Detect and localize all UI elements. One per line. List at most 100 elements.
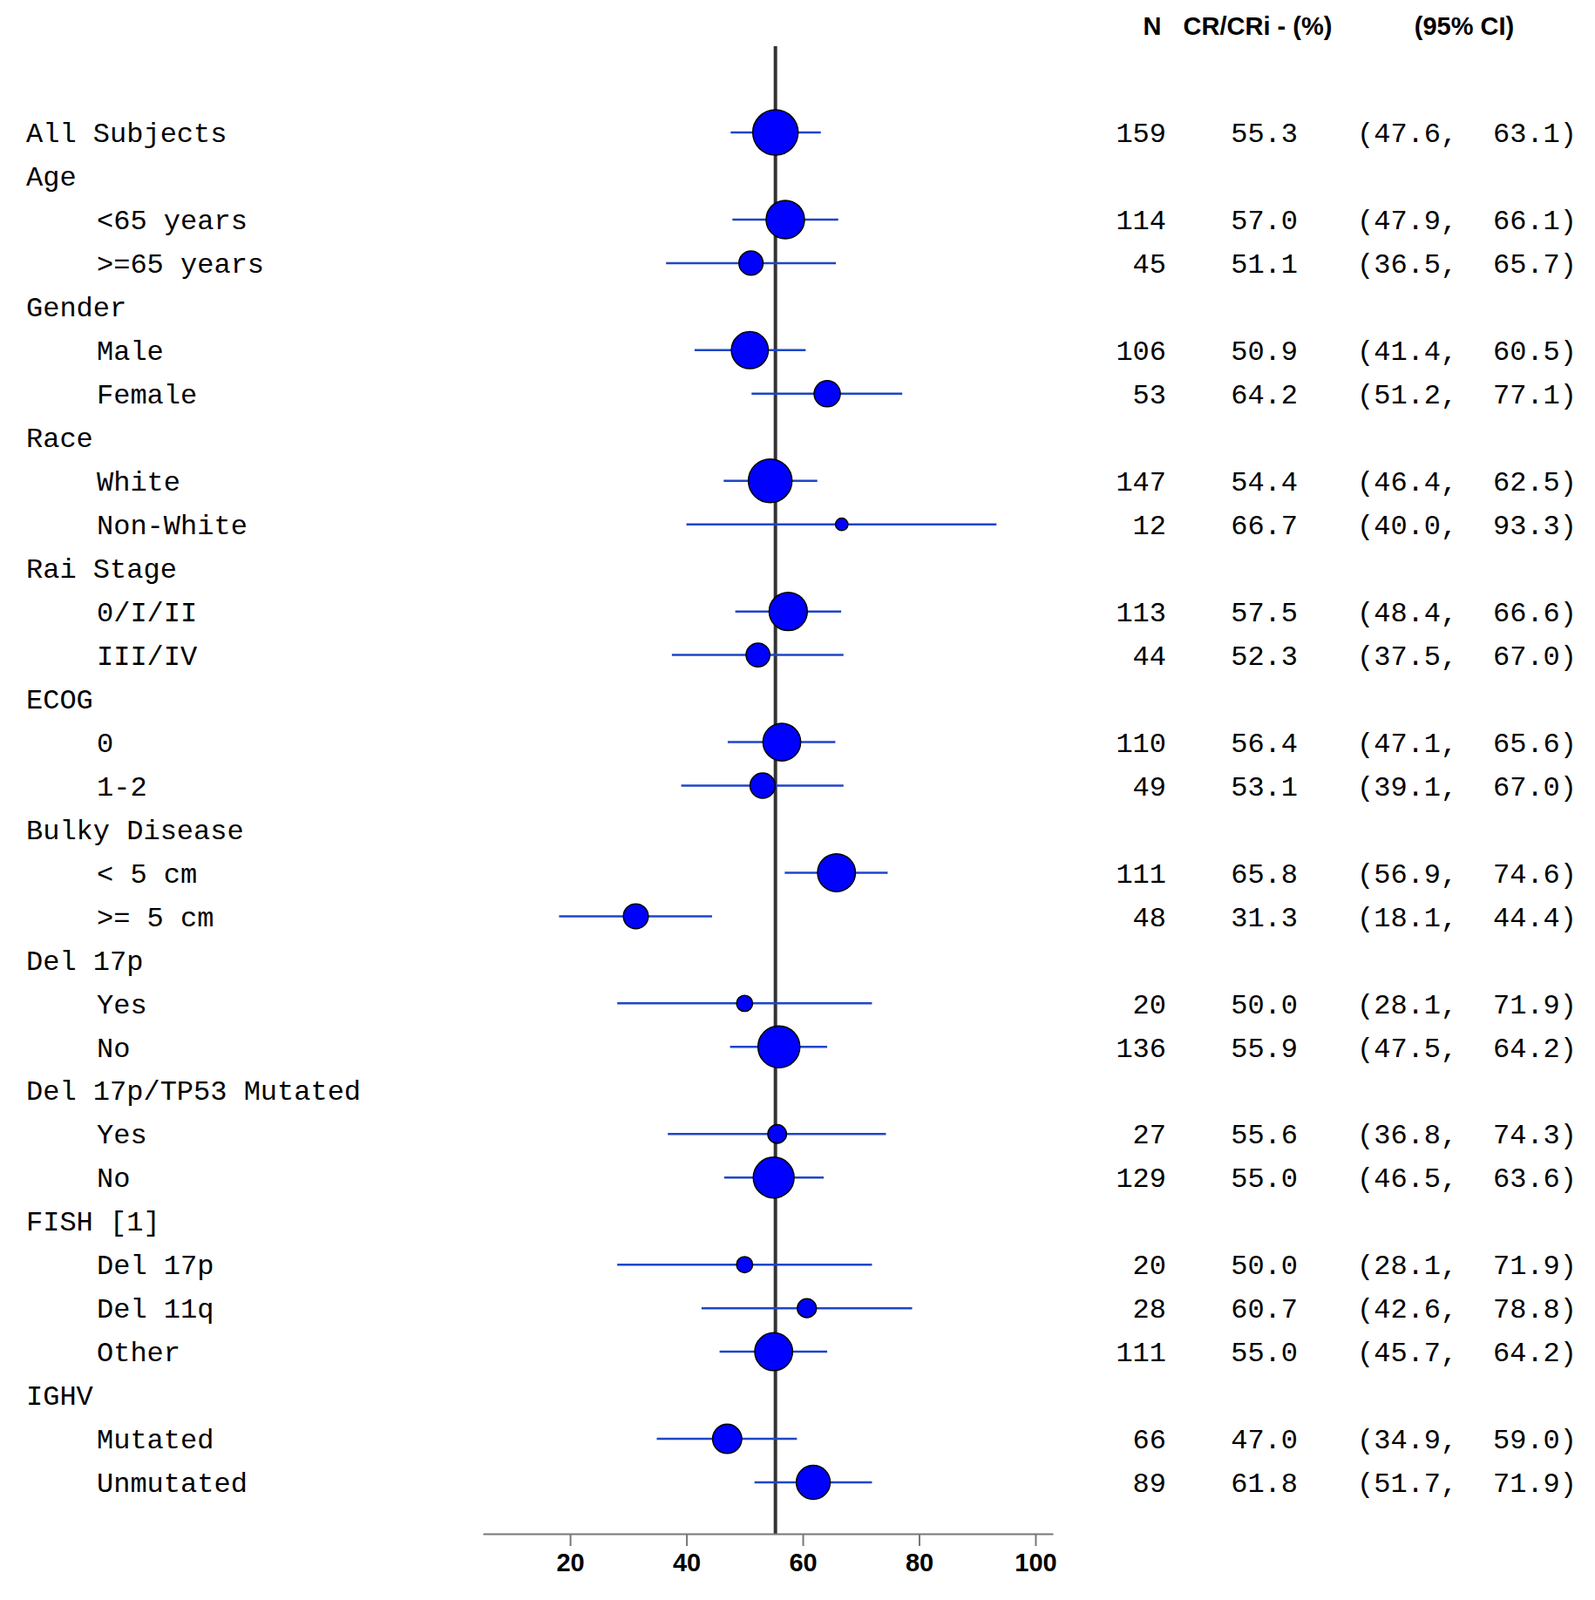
rate-value: 53.1 [1230,772,1298,805]
ci-low-value: (28.1, [1357,990,1458,1023]
point-estimate [767,1125,787,1144]
rate-value: 52.3 [1230,641,1298,674]
rate-value: 66.7 [1230,510,1298,543]
n-value: 113 [1115,597,1167,631]
group-label: Age [26,162,77,195]
ci-low-value: (40.0, [1357,510,1458,543]
rate-value: 47.0 [1230,1425,1298,1458]
rate-value: 50.0 [1230,1250,1298,1283]
n-value: 27 [1133,1119,1167,1153]
point-estimate [736,1256,753,1273]
row-label: Male [96,336,164,369]
n-value: 53 [1133,380,1167,413]
point-estimate [753,1157,795,1199]
ci-low-value: (46.4, [1357,467,1458,500]
n-value: 44 [1133,641,1167,674]
point-estimate [758,1025,801,1068]
ci-low-value: (47.9, [1357,205,1458,238]
n-value: 106 [1115,336,1167,369]
n-value: 89 [1133,1468,1167,1501]
rate-value: 55.6 [1230,1119,1298,1153]
tick: 80 [905,1533,934,1577]
point-estimate [753,109,799,156]
row-label: 0 [96,728,114,761]
rate-value: 55.0 [1230,1163,1298,1196]
point-estimate [748,459,793,503]
point-estimate [736,995,753,1012]
ci-high-value: 63.1) [1493,118,1577,151]
tick-mark [802,1533,805,1547]
n-value: 66 [1133,1425,1167,1458]
n-value: 147 [1115,467,1167,500]
point-estimate [754,1332,793,1371]
ci-high-value: 71.9) [1493,1250,1577,1283]
n-value: 45 [1133,249,1167,282]
ci-high-value: 74.3) [1493,1119,1577,1153]
forest-plot: NCR/CRi - (%)(95% CI)All SubjectsAge<65 … [0,0,1595,1600]
row-label: < 5 cm [96,859,197,892]
point-estimate [739,251,764,276]
group-label: Rai Stage [26,554,177,587]
ci-low-value: (39.1, [1357,772,1458,805]
ci-low-value: (46.5, [1357,1163,1458,1196]
point-estimate [797,1298,817,1318]
rate-value: 60.7 [1230,1294,1298,1327]
n-value: 110 [1115,728,1167,761]
row-label: Del 17p [96,1250,214,1283]
point-estimate [814,380,841,408]
n-value: 49 [1133,772,1167,805]
rate-value: 57.0 [1230,205,1298,238]
ci-low-value: (47.6, [1357,118,1458,151]
ci-low-value: (48.4, [1357,597,1458,631]
ci-high-value: 65.6) [1493,728,1577,761]
ci-high-value: 67.0) [1493,772,1577,805]
tick-mark [685,1533,688,1547]
tick-label: 20 [556,1548,584,1577]
row-label: Yes [96,990,148,1023]
rate-value: 55.3 [1230,118,1298,151]
group-label: ECOG [26,685,94,718]
ci-low-value: (51.2, [1357,380,1458,413]
row-labels: All SubjectsAge<65 years>=65 yearsGender… [26,118,361,1501]
ci-high-value: 62.5) [1493,467,1577,500]
tick: 40 [672,1533,701,1577]
ci-low-value: (47.1, [1357,728,1458,761]
n-value: 111 [1115,859,1167,892]
column-header: (95% CI) [1414,12,1514,41]
row-label: >= 5 cm [96,902,214,936]
row-label: Del 11q [96,1294,214,1327]
n-value: 129 [1115,1163,1167,1196]
tick-mark [918,1533,921,1547]
ci-low-value: (42.6, [1357,1294,1458,1327]
tick-label: 60 [788,1548,817,1577]
ci-high-value: 44.4) [1493,902,1577,936]
point-estimate [623,903,649,930]
tick-mark [1034,1533,1037,1547]
ci-high-value: 64.2) [1493,1033,1577,1066]
ci-low-value: (36.5, [1357,249,1458,282]
column-header: N [1143,12,1162,41]
axis-line [483,1533,1054,1536]
rate-value: 56.4 [1230,728,1298,761]
ci-high-value: 66.1) [1493,205,1577,238]
value-columns: 15955.3(47.6,63.1)11457.0(47.9,66.1)4551… [1115,118,1577,1501]
point-estimate [796,1466,831,1500]
ci-high-value: 64.2) [1493,1337,1577,1371]
tick-mark [570,1533,572,1547]
row-label: All Subjects [26,118,227,151]
point-estimate [768,592,808,632]
ci-low-value: (56.9, [1357,859,1458,892]
rate-value: 54.4 [1230,467,1298,500]
marks [558,46,997,1534]
rate-value: 55.0 [1230,1337,1298,1371]
x-axis: 20406080100 [483,1533,1058,1577]
ci-high-value: 71.9) [1493,1468,1577,1501]
row-label: III/IV [96,641,198,674]
row-label: >=65 years [96,249,265,282]
ci-low-value: (41.4, [1357,336,1458,369]
row-label: No [96,1033,130,1066]
point-estimate [712,1424,743,1454]
rate-value: 50.9 [1230,336,1298,369]
n-value: 48 [1133,902,1167,936]
group-label: Del 17p [26,946,143,979]
